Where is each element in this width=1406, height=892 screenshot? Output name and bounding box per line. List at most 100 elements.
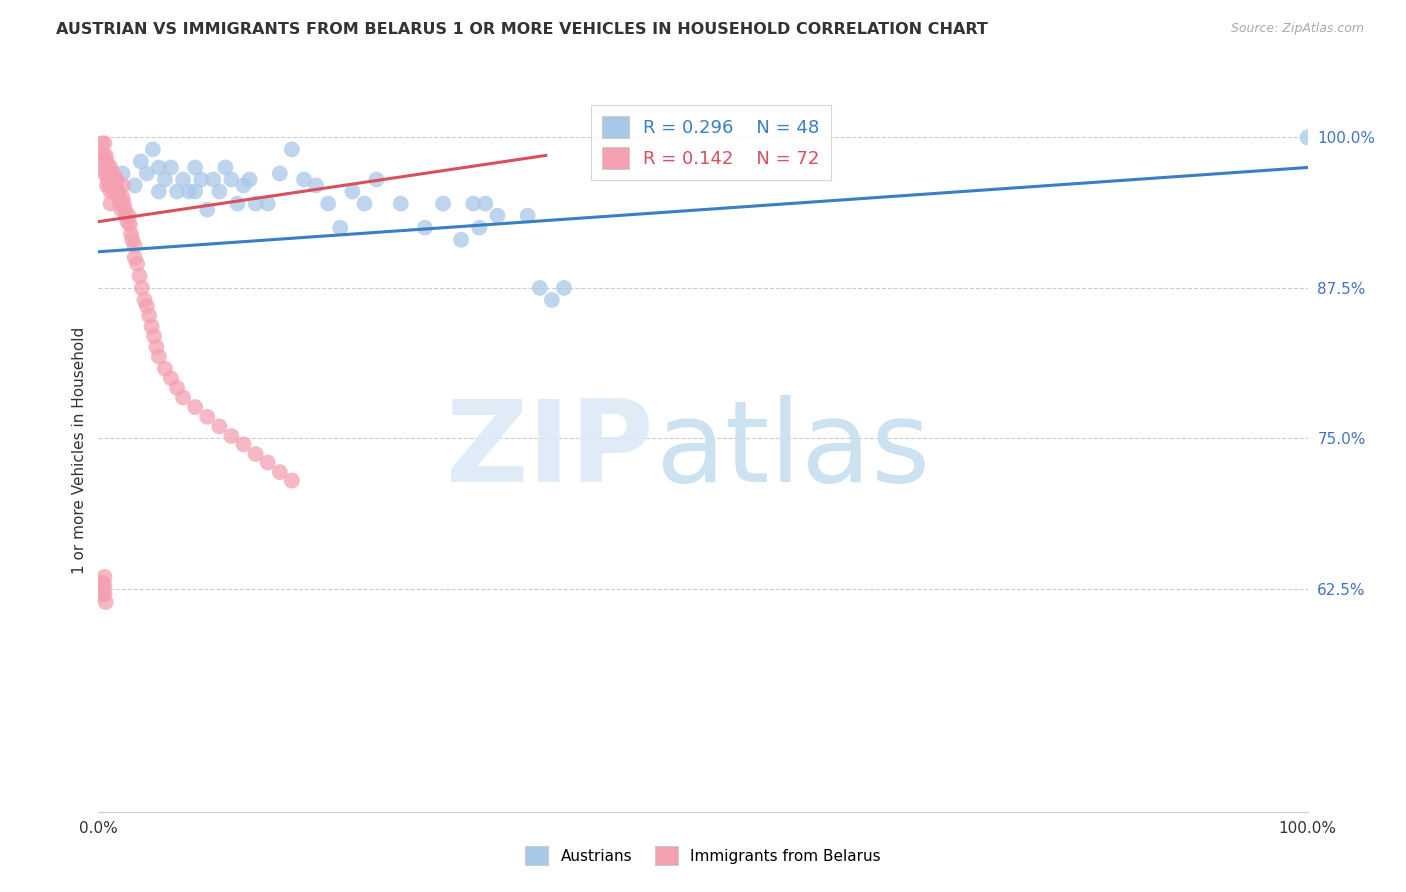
Point	[93, 587, 115, 601]
Point	[100, 161, 122, 175]
Point	[118, 217, 141, 231]
Point	[108, 196, 131, 211]
Point	[256, 196, 278, 211]
Point	[232, 178, 254, 193]
Point	[124, 251, 146, 265]
Point	[184, 400, 207, 414]
Text: Source: ZipAtlas.com: Source: ZipAtlas.com	[1230, 22, 1364, 36]
Point	[93, 578, 115, 592]
Point	[105, 172, 128, 186]
Point	[166, 185, 188, 199]
Point	[316, 196, 339, 211]
Text: AUSTRIAN VS IMMIGRANTS FROM BELARUS 1 OR MORE VEHICLES IN HOUSEHOLD CORRELATION : AUSTRIAN VS IMMIGRANTS FROM BELARUS 1 OR…	[56, 22, 988, 37]
Point	[94, 161, 117, 175]
Point	[166, 381, 188, 395]
Point	[245, 447, 267, 461]
Point	[94, 595, 117, 609]
Point	[98, 178, 121, 193]
Point	[96, 178, 118, 193]
Point	[94, 148, 117, 162]
Point	[269, 465, 291, 479]
Point	[179, 185, 201, 199]
Point	[124, 238, 146, 253]
Point	[148, 350, 170, 364]
Point	[121, 233, 143, 247]
Point	[413, 220, 436, 235]
Point	[105, 172, 128, 186]
Point	[93, 166, 115, 180]
Point	[100, 185, 122, 199]
Point	[486, 209, 509, 223]
Point	[124, 178, 146, 193]
Point	[115, 209, 138, 223]
Point	[516, 209, 538, 223]
Point	[153, 361, 176, 376]
Point	[101, 178, 124, 193]
Point	[432, 196, 454, 211]
Point	[97, 161, 120, 175]
Point	[91, 588, 114, 602]
Point	[208, 185, 231, 199]
Point	[329, 220, 352, 235]
Point	[98, 166, 121, 180]
Point	[190, 172, 212, 186]
Point	[97, 172, 120, 186]
Point	[96, 154, 118, 169]
Point	[463, 196, 485, 211]
Point	[104, 178, 127, 193]
Point	[91, 576, 114, 591]
Point	[105, 185, 128, 199]
Point	[540, 293, 562, 307]
Point	[111, 166, 134, 180]
Point	[131, 281, 153, 295]
Point	[221, 429, 243, 443]
Point	[114, 202, 136, 217]
Point	[160, 371, 183, 385]
Text: ZIP: ZIP	[446, 395, 655, 506]
Point	[100, 172, 122, 186]
Point	[474, 196, 496, 211]
Legend: R = 0.296    N = 48, R = 0.142    N = 72: R = 0.296 N = 48, R = 0.142 N = 72	[591, 105, 831, 180]
Point	[142, 142, 165, 157]
Point	[281, 474, 304, 488]
Point	[103, 172, 125, 186]
Point	[100, 196, 122, 211]
Point	[529, 281, 551, 295]
Point	[305, 178, 328, 193]
Point	[96, 166, 118, 180]
Point	[117, 214, 139, 228]
Point	[269, 166, 291, 180]
Point	[353, 196, 375, 211]
Point	[148, 185, 170, 199]
Point	[1296, 130, 1319, 145]
Point	[208, 419, 231, 434]
Point	[245, 196, 267, 211]
Point	[129, 154, 152, 169]
Point	[239, 172, 262, 186]
Point	[172, 391, 194, 405]
Point	[111, 191, 134, 205]
Point	[120, 227, 142, 241]
Point	[100, 172, 122, 186]
Point	[135, 166, 157, 180]
Point	[111, 178, 134, 193]
Point	[172, 172, 194, 186]
Point	[153, 172, 176, 186]
Point	[148, 161, 170, 175]
Point	[450, 233, 472, 247]
Point	[135, 299, 157, 313]
Point	[91, 582, 114, 596]
Point	[468, 220, 491, 235]
Point	[226, 196, 249, 211]
Point	[195, 409, 218, 424]
Point	[128, 268, 150, 283]
Point	[214, 161, 236, 175]
Point	[108, 191, 131, 205]
Legend: Austrians, Immigrants from Belarus: Austrians, Immigrants from Belarus	[519, 840, 887, 871]
Point	[141, 319, 163, 334]
Point	[145, 340, 167, 354]
Point	[91, 148, 114, 162]
Point	[232, 437, 254, 451]
Point	[184, 185, 207, 199]
Point	[553, 281, 575, 295]
